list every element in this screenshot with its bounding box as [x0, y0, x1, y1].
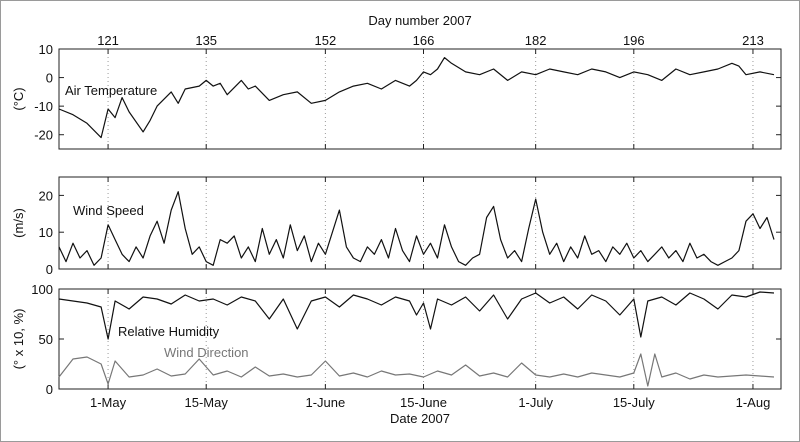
- top-tick-label: 182: [525, 33, 547, 48]
- y-tick-label: 50: [39, 332, 53, 347]
- top-tick-label: 121: [97, 33, 119, 48]
- y-axis-label: (°C): [11, 87, 26, 110]
- top-tick-label: 152: [315, 33, 337, 48]
- y-tick-label: 0: [46, 71, 53, 86]
- y-tick-label: 10: [39, 42, 53, 57]
- y-tick-label: -10: [34, 99, 53, 114]
- series-label-air-temperature: Air Temperature: [65, 83, 157, 98]
- bottom-tick-label: 15-June: [400, 395, 447, 410]
- y-tick-label: 0: [46, 382, 53, 397]
- bottom-tick-label: 1-May: [90, 395, 127, 410]
- series-line-wind-direction: [58, 353, 775, 387]
- top-tick-label: 135: [195, 33, 217, 48]
- y-axis-label: (° x 10, %): [11, 309, 26, 370]
- bottom-tick-label: 1-June: [305, 395, 345, 410]
- bottom-axis-title: Date 2007: [390, 411, 450, 426]
- y-tick-label: 100: [31, 282, 53, 297]
- panel-1-axes: [58, 48, 782, 150]
- bottom-tick-label: 15-July: [613, 395, 655, 410]
- series-label-wind-speed: Wind Speed: [73, 203, 144, 218]
- series-label-wind-direction: Wind Direction: [164, 345, 249, 360]
- series-line-air-temperature: [58, 56, 775, 139]
- y-tick-label: 10: [39, 225, 53, 240]
- bottom-tick-label: 1-July: [518, 395, 553, 410]
- series-label-relative-humidity: Relative Humidity: [118, 324, 220, 339]
- y-axis-label: (m/s): [11, 208, 26, 238]
- y-tick-label: -20: [34, 128, 53, 143]
- y-tick-label: 20: [39, 188, 53, 203]
- panel-2-axes: [58, 176, 782, 270]
- top-tick-label: 166: [413, 33, 435, 48]
- series-line-relative-humidity: [58, 291, 775, 340]
- bottom-tick-label: 1-Aug: [736, 395, 771, 410]
- top-tick-label: 213: [742, 33, 764, 48]
- top-tick-label: 196: [623, 33, 645, 48]
- series-line-wind-speed: [58, 191, 775, 266]
- y-tick-label: 0: [46, 262, 53, 277]
- top-axis-title: Day number 2007: [368, 13, 471, 28]
- bottom-tick-label: 15-May: [185, 395, 229, 410]
